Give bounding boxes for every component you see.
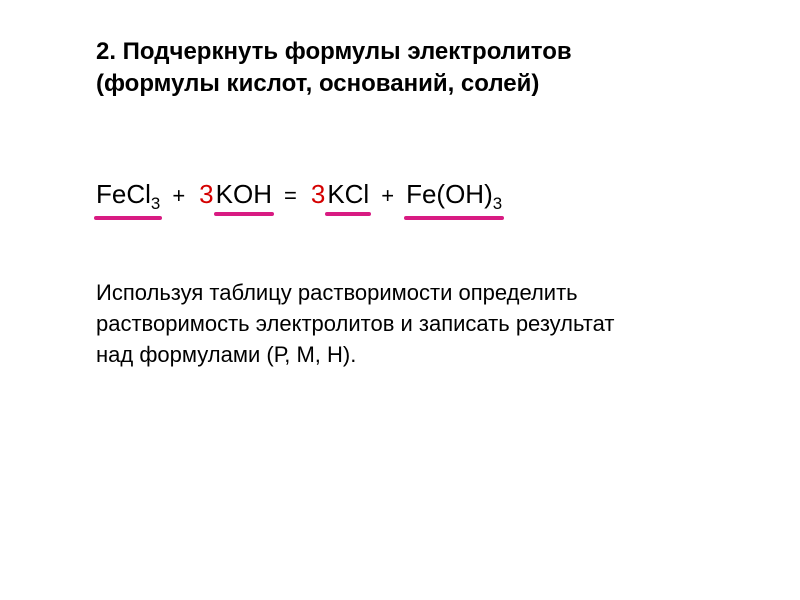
note-line-1: Используя таблицу растворимости определи… — [96, 278, 704, 309]
formula-feoh3: Fe(OH)3 — [406, 179, 502, 214]
note-line-2: растворимость электролитов и записать ре… — [96, 309, 704, 340]
formula-base: KCl — [327, 179, 369, 209]
term-feoh3: Fe(OH)3 — [406, 179, 502, 214]
slide: 2. Подчеркнуть формулы электролитов (фор… — [0, 0, 800, 600]
task-title: 2. Подчеркнуть формулы электролитов (фор… — [96, 36, 704, 101]
underline-kcl — [325, 212, 371, 216]
title-line-1: 2. Подчеркнуть формулы электролитов — [96, 36, 704, 68]
coef-kcl: 3 — [309, 179, 327, 210]
coef-koh: 3 — [197, 179, 215, 210]
underline-feoh3 — [404, 216, 504, 220]
term-fecl3: FeCl3 — [96, 179, 160, 214]
title-line-2: (формулы кислот, оснований, солей) — [96, 68, 704, 100]
op-plus-2: + — [375, 183, 400, 209]
formula-fecl3: FeCl3 — [96, 179, 160, 214]
formula-koh: KOH — [216, 179, 272, 210]
formula-sub: 3 — [151, 194, 160, 213]
formula-base: Fe(OH) — [406, 179, 493, 209]
formula-sub: 3 — [493, 194, 502, 213]
term-kcl: 3 KCl — [309, 179, 369, 210]
op-plus-1: + — [166, 183, 191, 209]
underline-fecl3 — [94, 216, 162, 220]
note-line-3: над формулами (Р, М, Н). — [96, 340, 704, 371]
formula-base: FeCl — [96, 179, 151, 209]
chemical-equation: FeCl3 + 3 KOH = 3 KCl + Fe(OH)3 — [96, 179, 704, 214]
underline-koh — [214, 212, 274, 216]
task-note: Используя таблицу растворимости определи… — [96, 278, 704, 370]
op-eq: = — [278, 183, 303, 209]
term-koh: 3 KOH — [197, 179, 272, 210]
formula-kcl: KCl — [327, 179, 369, 210]
formula-base: KOH — [216, 179, 272, 209]
